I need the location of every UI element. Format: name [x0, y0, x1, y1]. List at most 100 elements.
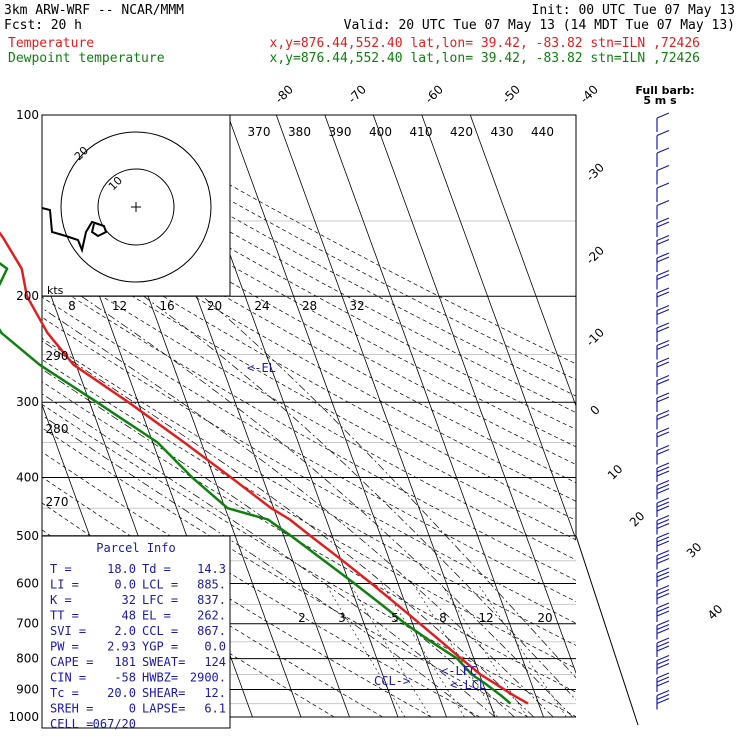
dry-adiabat-line	[42, 359, 576, 669]
moist-adiabat-line	[202, 295, 576, 679]
wind-barb-flag	[656, 470, 670, 477]
wind-barb-flag	[656, 164, 670, 172]
wind-barb-flag	[656, 610, 670, 617]
wind-barb	[656, 602, 670, 622]
wind-barb	[656, 252, 670, 272]
parcel-label: CELL =	[50, 717, 93, 731]
dewpoint-legend-label: Dewpoint temperature	[8, 51, 165, 66]
temperature-trace	[0, 231, 529, 705]
parcel-label: LCL =	[142, 578, 178, 592]
wind-barb	[656, 217, 670, 237]
wind-barb	[656, 112, 670, 132]
wind-barb-flag	[656, 182, 670, 189]
wind-barb	[656, 532, 670, 552]
dry-adiabat-line	[42, 185, 576, 484]
parcel-value: 262.	[197, 609, 226, 623]
isotherm-line	[372, 115, 576, 675]
wind-barb-flag	[656, 448, 670, 456]
theta-label: 380	[288, 125, 311, 139]
wind-barb-flag	[656, 672, 670, 679]
pressure-tick-label: 500	[16, 529, 39, 543]
dry-adiabat-line	[42, 203, 576, 502]
theta-left-label: 280	[46, 422, 69, 436]
parcel-label: SREH =	[50, 702, 93, 716]
pressure-tick-label: 800	[16, 652, 39, 666]
mixing-ratio-label: 12	[478, 611, 493, 625]
parcel-info-box	[41, 535, 231, 729]
parcel-label: CCL =	[142, 624, 178, 638]
barb-legend-units: 5 m s	[643, 94, 677, 107]
isotherm-line	[0, 115, 10, 717]
theta-label: 430	[491, 125, 514, 139]
parcel-label: EL =	[142, 609, 171, 623]
wind-barb-flag	[656, 514, 670, 522]
parcel-value: 18.0	[107, 562, 136, 576]
wind-barb-flag	[656, 518, 670, 526]
wind-barb-flag	[656, 396, 670, 403]
parcel-label: LFC =	[142, 593, 178, 607]
parcel-value: 6.1	[204, 702, 226, 716]
wind-barb-flag	[656, 505, 670, 512]
wind-barb-flag	[656, 304, 670, 312]
hodograph-speed-label: 12	[112, 299, 127, 313]
wind-barb-flag	[656, 409, 670, 417]
isotherm-line	[275, 115, 496, 717]
mixing-ratio-line	[440, 583, 528, 717]
wind-barb	[656, 567, 670, 587]
wind-barb-flag	[656, 308, 670, 316]
wind-barb-flag	[656, 658, 670, 666]
parcel-value: 067/20	[93, 717, 136, 731]
theta-label: 440	[531, 125, 554, 139]
mixing-ratio-line	[325, 583, 406, 717]
wind-barb-flag	[656, 532, 670, 539]
dry-adiabat-line	[42, 220, 576, 521]
hodograph-trace	[41, 207, 108, 254]
wind-barb-flag	[656, 693, 670, 701]
wind-barb-flag	[656, 584, 670, 592]
wind-barb	[656, 462, 670, 482]
wind-barb	[656, 392, 670, 412]
wind-barb	[656, 444, 670, 465]
theta-label: 420	[450, 125, 473, 139]
dry-adiabat-line	[58, 115, 576, 397]
wind-barb-flag	[656, 374, 670, 382]
dry-adiabat-line	[42, 337, 576, 646]
mixing-ratio-label: 5	[391, 611, 399, 625]
wind-barb-flag	[656, 287, 670, 294]
isotherm-label: -40	[577, 82, 601, 106]
wind-barb-flag	[656, 689, 670, 697]
wind-barb-flag	[656, 273, 670, 281]
wind-barb-flag	[656, 602, 670, 609]
isotherm-label: 40	[705, 602, 726, 623]
isotherm-line	[324, 115, 544, 717]
wind-barb-flag	[656, 549, 670, 557]
wind-barb	[656, 637, 670, 657]
parcel-value: 0	[129, 702, 136, 716]
wind-barb	[656, 549, 670, 570]
hodograph-speed-label: 24	[254, 299, 269, 313]
wind-barb-flag	[656, 129, 670, 137]
wind-barb-flag	[656, 343, 670, 351]
isotherm-line	[421, 115, 576, 541]
wind-barb-flag	[656, 619, 670, 627]
parcel-label: SWEAT=	[142, 655, 185, 669]
parcel-value: 867.	[197, 624, 226, 638]
parcel-value: 0.0	[204, 640, 226, 654]
hodograph-ring-inner	[97, 168, 175, 246]
parcel-value: 32	[122, 593, 136, 607]
theta-label: 400	[369, 125, 392, 139]
wind-barb	[656, 234, 670, 255]
parcel-value: 0.0	[114, 578, 136, 592]
isotherm-line	[81, 115, 302, 717]
parcel-label: CAPE =	[50, 655, 93, 669]
dewpoint-location: x,y=876.44,552.40 lat,lon= 39.42, -83.82…	[270, 51, 700, 66]
theta-label: 410	[410, 125, 433, 139]
hodograph-speed-label: 28	[302, 299, 317, 313]
parcel-label: TT =	[50, 609, 79, 623]
hodograph-speed-label: 8	[68, 299, 76, 313]
wind-barb-flag	[656, 322, 670, 329]
wind-barb	[656, 129, 670, 150]
wind-barb-flag	[656, 571, 670, 578]
wind-barb-flag	[656, 606, 670, 613]
wind-barb-flag	[656, 392, 670, 399]
